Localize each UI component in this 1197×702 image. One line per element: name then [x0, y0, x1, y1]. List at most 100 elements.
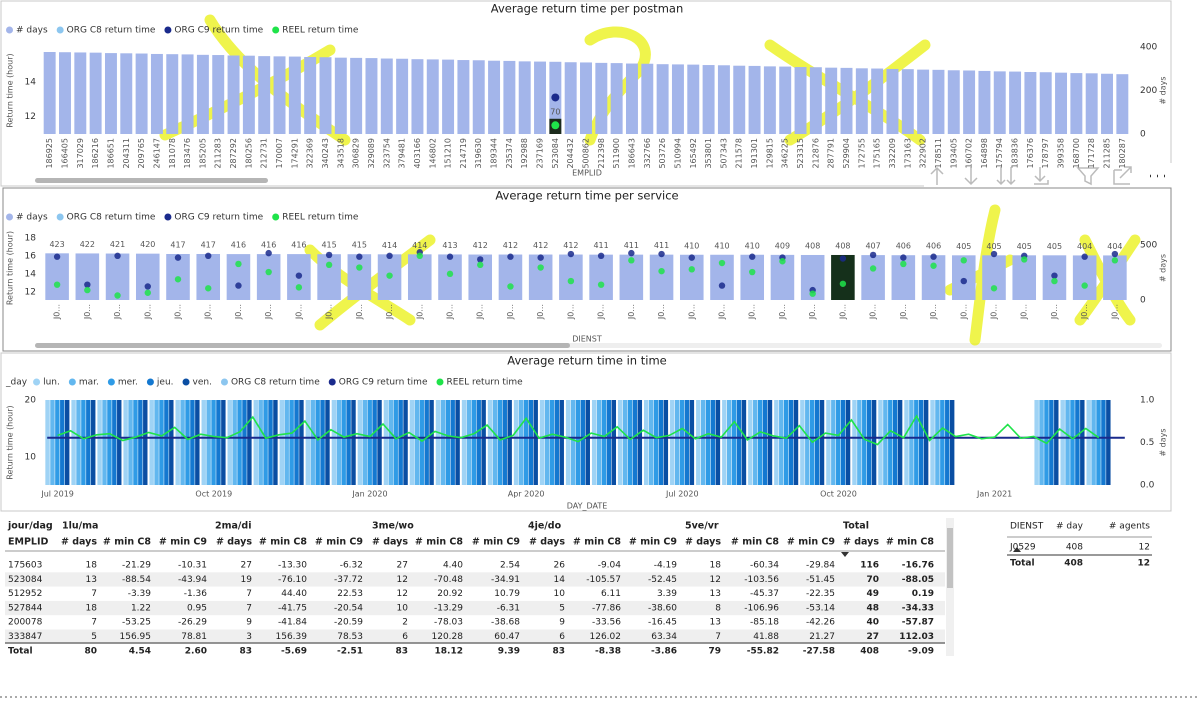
dot: [1111, 250, 1119, 258]
bar: [611, 400, 617, 485]
focus-icon[interactable]: [1113, 166, 1132, 185]
bar: [783, 400, 789, 485]
dot: [205, 285, 212, 292]
cell: 408: [1066, 543, 1083, 553]
cell: 126.02: [590, 632, 622, 642]
cell: 3.39: [657, 589, 677, 599]
row-header: 333847: [8, 632, 42, 642]
expand-icon[interactable]: [1034, 167, 1049, 185]
bar: [862, 400, 867, 485]
bar: [684, 400, 690, 485]
y2-tick-label: 0: [1140, 130, 1146, 140]
next-level-icon[interactable]: [996, 167, 1016, 186]
scrollbar-service[interactable]: [35, 343, 570, 348]
bar: [687, 64, 700, 134]
x-tick-label: J0...: [627, 304, 636, 320]
dot: [658, 267, 665, 275]
cell: -55.82: [747, 647, 779, 657]
bar: [268, 400, 273, 485]
bar: [81, 400, 86, 485]
legend-label: # days: [16, 213, 48, 223]
data-label: 406: [926, 242, 941, 251]
bar: [736, 400, 742, 485]
bar: [963, 70, 976, 134]
bar: [715, 400, 721, 485]
bar: [919, 400, 924, 485]
scrollbar-postman[interactable]: [35, 178, 268, 183]
cell: 3: [246, 632, 252, 642]
cell: 70: [866, 575, 879, 585]
row-header: 175603: [8, 561, 42, 571]
line: [57, 414, 1100, 446]
data-label: 410: [745, 241, 760, 250]
x-tick-label: 346225: [781, 138, 790, 169]
cell: -16.45: [648, 618, 677, 628]
x-tick-label: 523315: [796, 138, 805, 169]
dot: [1021, 256, 1028, 263]
bar: [455, 400, 460, 485]
cell: 0.19: [912, 589, 934, 599]
bar: [180, 400, 185, 485]
bar: [1075, 400, 1080, 485]
panel-time[interactable]: [0, 352, 1172, 512]
drill-down-icon[interactable]: [964, 167, 978, 186]
highlight-dot: [551, 121, 560, 130]
bar: [595, 62, 608, 134]
bar: [492, 400, 498, 485]
bar: [559, 400, 564, 485]
cell: 83: [395, 647, 408, 657]
sort-indicator[interactable]: [1013, 547, 1021, 552]
x-tick-label: J0...: [446, 304, 455, 320]
cell: -22.35: [806, 589, 835, 599]
cell: -1.36: [184, 589, 208, 599]
cell: -38.60: [648, 603, 677, 613]
x-tick-label: J0...: [536, 304, 545, 320]
bar: [800, 254, 825, 300]
sort-indicator[interactable]: [841, 552, 849, 557]
filter-icon[interactable]: [1076, 167, 1100, 186]
x-tick-label: J0...: [838, 304, 847, 320]
bar: [845, 400, 851, 485]
panel-postman[interactable]: [0, 0, 1172, 187]
table-scrollbar[interactable]: [947, 528, 953, 588]
cell: -103.56: [744, 575, 779, 585]
panel-service[interactable]: [2, 187, 1172, 352]
cell: 12: [1139, 543, 1150, 553]
x-axis-label: DIENST: [572, 335, 602, 344]
bar: [831, 254, 855, 300]
x-tick-label: Apr 2020: [508, 490, 545, 499]
cell: -34.33: [902, 603, 934, 613]
cell: 13: [710, 589, 721, 599]
bar: [426, 59, 439, 134]
bar: [534, 61, 547, 135]
bar: [627, 400, 633, 485]
bar: [625, 63, 638, 134]
chart-title: Average return time in time: [507, 354, 666, 368]
bar: [59, 52, 71, 134]
x-tick-label: 186925: [45, 138, 54, 169]
x-tick-label: 510994: [673, 138, 682, 169]
x-tick-label: J0...: [778, 304, 787, 320]
dot: [386, 252, 393, 260]
x-tick-label: 192988: [520, 138, 529, 169]
group-header: 2ma/di: [215, 521, 251, 532]
drill-up-icon[interactable]: [930, 166, 944, 185]
bar: [196, 54, 209, 134]
dot: [990, 285, 998, 292]
bar: [438, 254, 462, 300]
x-tick-label: 511900: [612, 138, 621, 169]
bar: [450, 400, 455, 485]
bar: [383, 400, 389, 485]
data-label: 414: [412, 241, 427, 250]
bar: [71, 400, 76, 485]
row-header: 527844: [8, 603, 43, 613]
column-header: # min C9: [629, 537, 677, 548]
bar: [528, 254, 553, 300]
x-tick-label: 175165: [873, 138, 882, 169]
bar: [763, 66, 776, 134]
data-label: 421: [110, 240, 125, 249]
data-label: 405: [1047, 242, 1062, 251]
bar: [930, 400, 935, 485]
cell: 10.79: [494, 589, 520, 599]
y-tick-label: 14: [25, 269, 37, 279]
